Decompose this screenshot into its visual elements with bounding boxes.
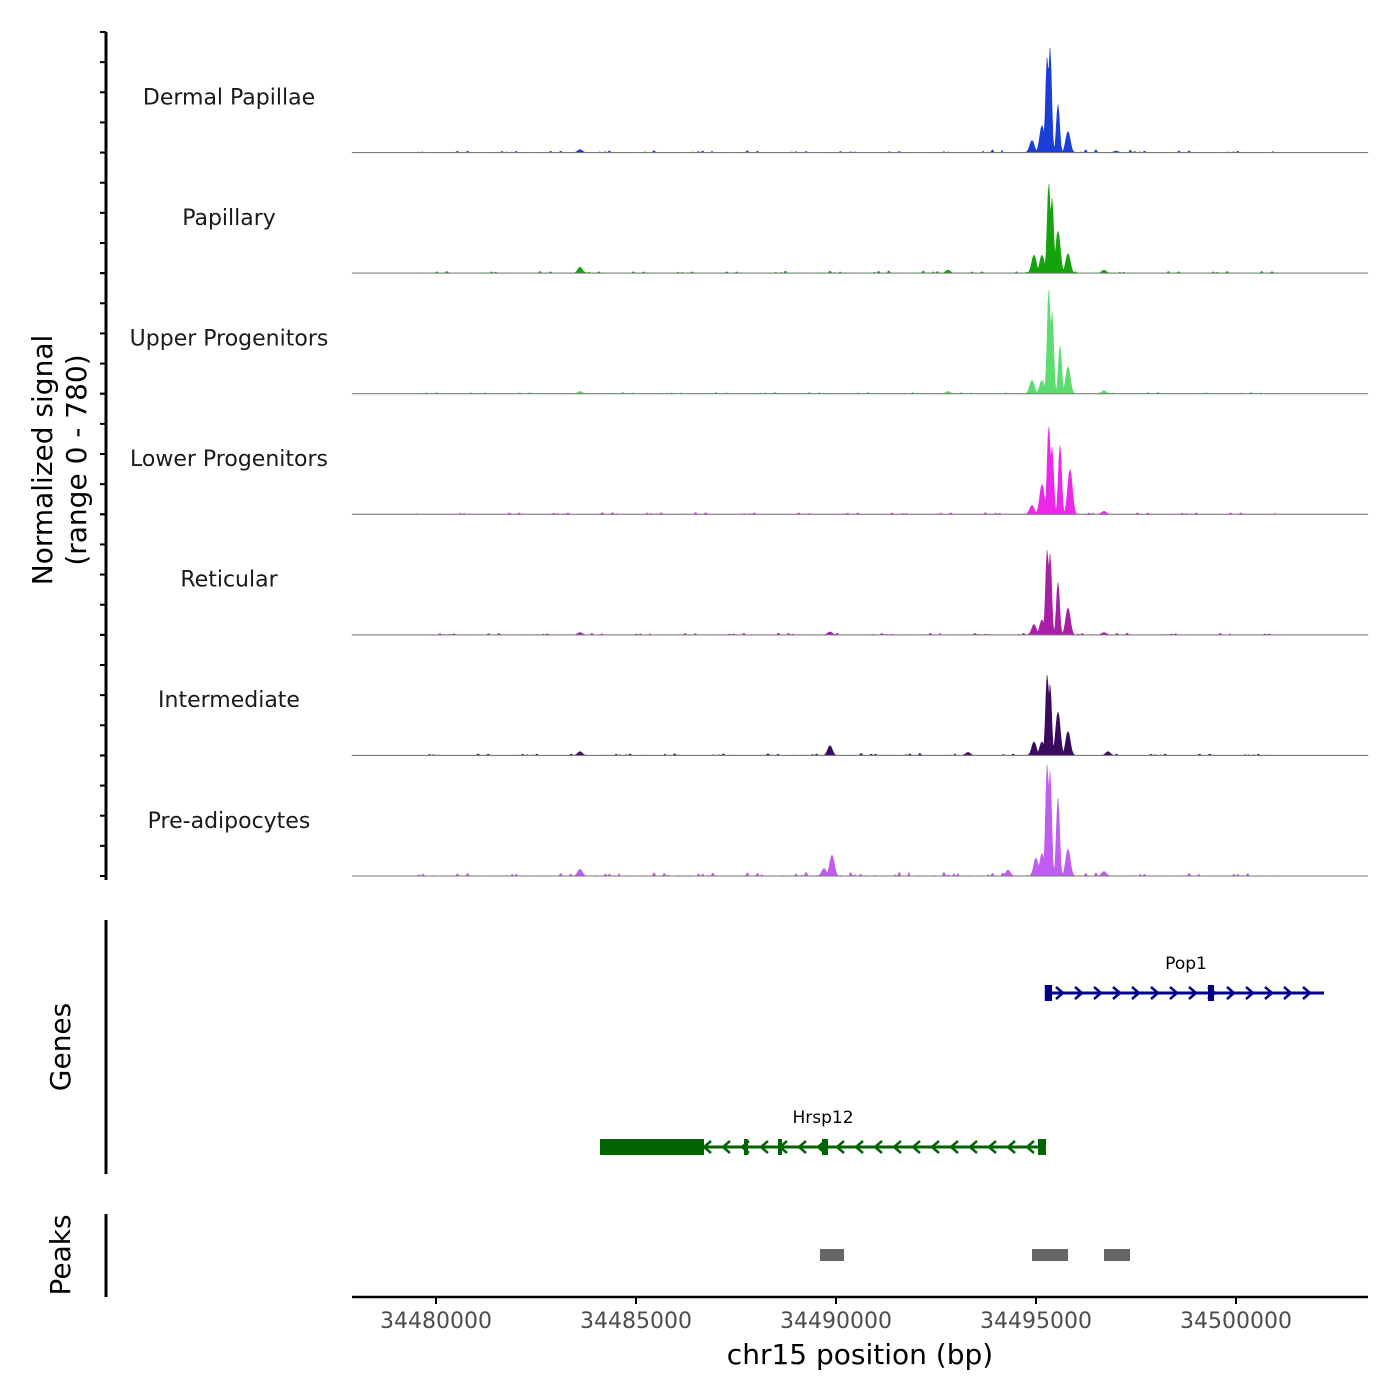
peak-region bbox=[1104, 1249, 1130, 1261]
track-pre-adipocytes: Pre-adipocytes bbox=[148, 764, 1368, 877]
strand-arrow bbox=[1055, 986, 1065, 1000]
x-axis-ticks: 34480000 34485000 34490000 34495000 34500000 bbox=[380, 1297, 1292, 1334]
x-tick-label: 34500000 bbox=[1180, 1309, 1292, 1334]
genes-ylabel: Genes bbox=[44, 1003, 77, 1091]
strand-arrow bbox=[607, 1140, 617, 1154]
gene-exon bbox=[1038, 1139, 1046, 1155]
strand-arrow bbox=[1093, 986, 1103, 1000]
signal-area bbox=[352, 764, 1368, 877]
strand-arrow bbox=[1245, 986, 1255, 1000]
strand-arrow bbox=[1283, 986, 1293, 1000]
strand-arrow bbox=[835, 1140, 845, 1154]
peak-region bbox=[820, 1249, 844, 1261]
gene-label: Pop1 bbox=[1165, 954, 1207, 974]
gene-exon bbox=[1044, 985, 1052, 1001]
strand-arrow bbox=[1188, 986, 1198, 1000]
strand-arrow bbox=[1302, 986, 1312, 1000]
signal-area bbox=[351, 675, 1369, 756]
strand-arrow bbox=[854, 1140, 864, 1154]
peak-region bbox=[1032, 1249, 1068, 1261]
gene-exon bbox=[600, 1139, 704, 1155]
coverage-y-axis bbox=[100, 31, 108, 880]
strand-arrow bbox=[987, 1140, 997, 1154]
gene-pop1: Pop1 bbox=[1044, 954, 1324, 1001]
strand-arrow bbox=[683, 1140, 693, 1154]
track-dermal-papillae: Dermal Papillae bbox=[143, 47, 1369, 154]
signal-area bbox=[351, 184, 1369, 274]
track-label: Papillary bbox=[182, 206, 276, 231]
track-label: Dermal Papillae bbox=[143, 85, 315, 110]
strand-arrow bbox=[1264, 986, 1274, 1000]
peaks-ylabel: Peaks bbox=[44, 1214, 77, 1295]
track-papillary: Papillary bbox=[182, 184, 1369, 274]
gene-hrsp12: Hrsp12 bbox=[600, 1108, 1046, 1155]
track-upper-progenitors: Upper Progenitors bbox=[130, 289, 1369, 395]
signal-area bbox=[351, 550, 1369, 636]
x-axis-title: chr15 position (bp) bbox=[727, 1338, 993, 1371]
coverage-ylabel-line2: (range 0 - 780) bbox=[60, 354, 93, 565]
track-label: Lower Progenitors bbox=[130, 447, 328, 472]
strand-arrow bbox=[1131, 986, 1141, 1000]
peak-track bbox=[820, 1249, 1130, 1261]
strand-arrow bbox=[968, 1140, 978, 1154]
strand-arrow bbox=[740, 1140, 750, 1154]
track-reticular: Reticular bbox=[180, 550, 1369, 636]
strand-arrow bbox=[873, 1140, 883, 1154]
track-intermediate: Intermediate bbox=[158, 675, 1369, 756]
strand-arrow bbox=[1169, 986, 1179, 1000]
x-tick-label: 34495000 bbox=[980, 1309, 1092, 1334]
coverage-ylabel-line1: Normalized signal bbox=[26, 335, 59, 586]
strand-arrow bbox=[930, 1140, 940, 1154]
x-tick-label: 34480000 bbox=[380, 1309, 492, 1334]
strand-arrow bbox=[816, 1140, 826, 1154]
strand-arrow bbox=[778, 1140, 788, 1154]
strand-arrow bbox=[797, 1140, 807, 1154]
track-label: Upper Progenitors bbox=[130, 326, 329, 351]
signal-area bbox=[351, 289, 1369, 395]
track-label: Reticular bbox=[180, 568, 278, 593]
strand-arrow bbox=[759, 1140, 769, 1154]
strand-arrow bbox=[892, 1140, 902, 1154]
coverage-y-axis-title: Normalized signal (range 0 - 780) bbox=[26, 335, 93, 586]
strand-arrow bbox=[911, 1140, 921, 1154]
strand-arrow bbox=[702, 1140, 712, 1154]
strand-arrow bbox=[645, 1140, 655, 1154]
track-label: Pre-adipocytes bbox=[148, 809, 311, 834]
strand-arrow bbox=[1226, 986, 1236, 1000]
coverage-tracks: Dermal Papillae Papillary Upper Progenitor… bbox=[130, 47, 1369, 877]
strand-arrow bbox=[1025, 1140, 1035, 1154]
x-tick-label: 34485000 bbox=[580, 1309, 692, 1334]
strand-arrow bbox=[721, 1140, 731, 1154]
signal-area bbox=[351, 47, 1369, 153]
strand-arrow bbox=[664, 1140, 674, 1154]
strand-arrow bbox=[626, 1140, 636, 1154]
gene-exon bbox=[1208, 985, 1214, 1001]
strand-arrow bbox=[1207, 986, 1217, 1000]
gene-label: Hrsp12 bbox=[792, 1108, 853, 1128]
gene-exon bbox=[744, 1139, 748, 1155]
strand-arrow bbox=[1112, 986, 1122, 1000]
coverage-y-ticks bbox=[100, 31, 106, 877]
strand-arrow bbox=[1074, 986, 1084, 1000]
signal-area bbox=[351, 426, 1369, 515]
strand-arrow bbox=[1150, 986, 1160, 1000]
x-tick-label: 34490000 bbox=[780, 1309, 892, 1334]
gene-exon bbox=[822, 1139, 828, 1155]
track-label: Intermediate bbox=[158, 688, 300, 713]
gene-track: Pop1 Hrsp12 bbox=[600, 954, 1324, 1155]
track-lower-progenitors: Lower Progenitors bbox=[130, 426, 1369, 515]
strand-arrow bbox=[949, 1140, 959, 1154]
strand-arrow bbox=[1006, 1140, 1016, 1154]
